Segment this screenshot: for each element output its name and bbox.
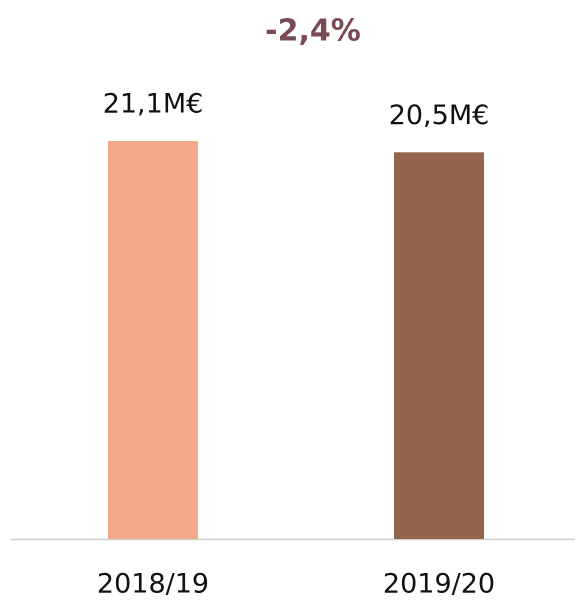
- change-annotation: -2,4%: [265, 14, 361, 49]
- x-tick-label: 2019/20: [383, 569, 495, 600]
- bar: [394, 152, 484, 539]
- x-tick-label: 2018/19: [97, 569, 209, 600]
- value-label: 20,5M€: [389, 100, 490, 131]
- bar: [108, 141, 198, 539]
- value-label: 21,1M€: [103, 89, 204, 120]
